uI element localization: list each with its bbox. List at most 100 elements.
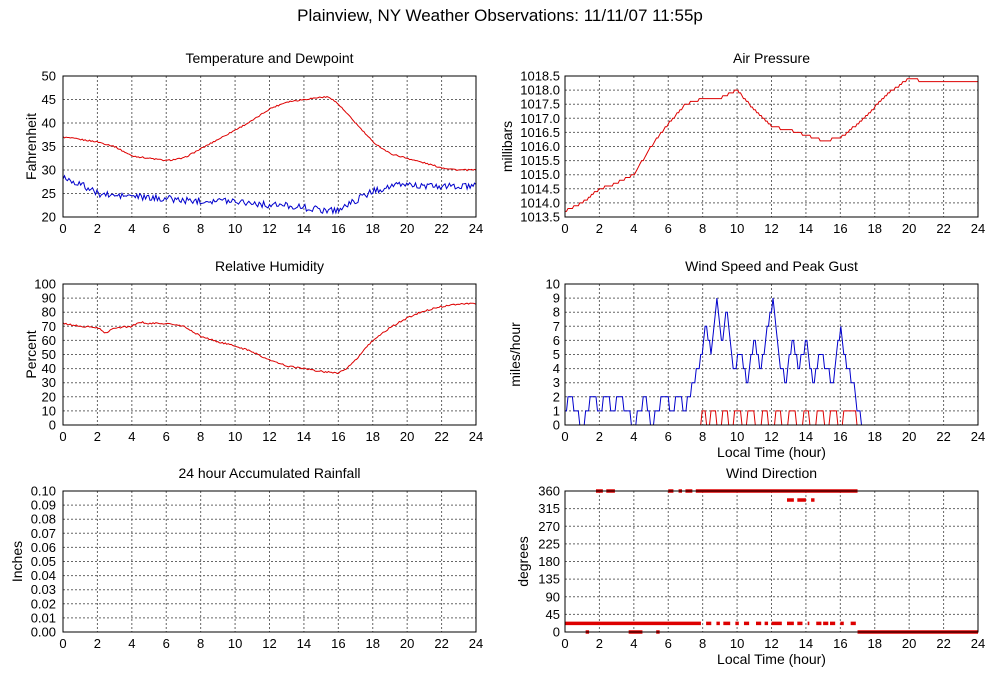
wind-direction-x-tick-label: 24 [971,636,985,651]
wind-speed-x-tick-label: 10 [730,429,744,444]
wind-direction-y-axis-label: degrees [515,536,531,587]
pressure-y-axis-label: millibars [499,121,515,172]
temp-y-tick-label: 20 [42,210,56,225]
wind-speed-x-tick-label: 0 [561,429,568,444]
rainfall-x-tick-label: 2 [94,636,101,651]
pressure-y-tick-label: 1017.5 [520,97,560,112]
humidity-x-tick-label: 4 [128,429,135,444]
pressure-y-tick-label: 1014.0 [520,195,560,210]
temp-x-tick-label: 18 [366,221,380,236]
wind-direction-x-tick-label: 10 [730,636,744,651]
humidity-x-tick-label: 12 [262,429,276,444]
rainfall-y-tick-label: 0.00 [31,625,56,640]
rainfall-x-tick-label: 4 [128,636,135,651]
humidity-y-tick-label: 20 [42,389,56,404]
temp-y-tick-label: 50 [42,69,56,84]
rainfall-y-tick-label: 0.10 [31,484,56,499]
rainfall-plot-frame [62,490,477,633]
pressure-y-tick-label: 1017.0 [520,111,560,126]
wind-direction-x-tick-label: 0 [561,636,568,651]
rainfall-title: 24 hour Accumulated Rainfall [178,465,360,481]
rainfall-y-tick-label: 0.03 [31,582,56,597]
pressure-x-tick-label: 6 [665,221,672,236]
wind-direction-y-tick-label: 180 [538,554,560,569]
humidity-y-tick-label: 100 [34,277,56,292]
humidity-x-tick-label: 14 [297,429,311,444]
temp-x-tick-label: 6 [163,221,170,236]
pressure-y-tick-label: 1013.5 [520,210,560,225]
wind-speed-y-tick-label: 6 [553,333,560,348]
wind-speed-y-tick-label: 3 [553,375,560,390]
pressure-y-tick-label: 1015.0 [520,167,560,182]
rainfall-x-tick-label: 16 [331,636,345,651]
wind-direction-x-tick-label: 14 [799,636,813,651]
temp-x-tick-label: 4 [128,221,135,236]
wind-direction-y-tick-label: 315 [538,501,560,516]
pressure-x-tick-label: 10 [730,221,744,236]
humidity-x-tick-label: 0 [59,429,66,444]
humidity-x-tick-label: 18 [366,429,380,444]
pressure-x-tick-label: 22 [936,221,950,236]
rainfall-x-tick-label: 8 [197,636,204,651]
rainfall-y-tick-label: 0.01 [31,610,56,625]
wind-speed-y-tick-label: 1 [553,403,560,418]
rainfall-x-tick-label: 14 [297,636,311,651]
wind-speed-y-tick-label: 10 [546,277,560,292]
wind-direction-x-tick-label: 2 [596,636,603,651]
wind-direction-y-tick-label: 45 [546,607,560,622]
rainfall-y-tick-label: 0.07 [31,526,56,541]
wind-direction-x-tick-label: 12 [764,636,778,651]
temp-y-tick-label: 45 [42,92,56,107]
temp-x-tick-label: 10 [228,221,242,236]
wind-speed-y-tick-label: 9 [553,291,560,306]
wind-direction-plot-frame [564,490,979,633]
rainfall-y-tick-label: 0.04 [31,568,56,583]
pressure-x-tick-label: 20 [902,221,916,236]
rainfall-x-tick-label: 10 [228,636,242,651]
rainfall-x-tick-label: 24 [469,636,483,651]
wind-direction-y-tick-label: 270 [538,519,560,534]
wind-speed-x-tick-label: 20 [902,429,916,444]
page-title: Plainview, NY Weather Observations: 11/1… [297,6,703,25]
wind-speed-y-tick-label: 5 [553,347,560,362]
rainfall-y-tick-label: 0.09 [31,498,56,513]
temp-plot-frame [62,75,477,218]
wind-direction-x-tick-label: 18 [868,636,882,651]
wind-speed-y-tick-label: 2 [553,389,560,404]
pressure-x-tick-label: 18 [868,221,882,236]
wind-direction-x-tick-label: 22 [936,636,950,651]
wind-direction-title: Wind Direction [726,465,817,481]
wind-direction-y-tick-label: 0 [553,625,560,640]
temp-x-tick-label: 8 [197,221,204,236]
humidity-y-axis-label: Percent [23,330,39,378]
wind-direction-y-tick-label: 135 [538,572,560,587]
wind-direction-x-tick-label: 20 [902,636,916,651]
wind-speed-x-tick-label: 4 [630,429,637,444]
temp-series-line [62,96,477,172]
wind-speed-y-axis-label: miles/hour [507,322,523,387]
wind-speed-x-tick-label: 18 [868,429,882,444]
wind-direction-x-tick-label: 16 [833,636,847,651]
humidity-y-tick-label: 80 [42,305,56,320]
pressure-x-tick-label: 8 [699,221,706,236]
humidity-x-tick-label: 24 [469,429,483,444]
temp-title: Temperature and Dewpoint [185,50,353,66]
temp-x-tick-label: 12 [262,221,276,236]
humidity-y-tick-label: 50 [42,347,56,362]
temp-y-tick-label: 35 [42,139,56,154]
temp-y-tick-label: 30 [42,163,56,178]
pressure-x-tick-label: 16 [833,221,847,236]
wind-direction-x-tick-label: 4 [630,636,637,651]
rainfall-x-tick-label: 12 [262,636,276,651]
humidity-x-tick-label: 10 [228,429,242,444]
humidity-y-tick-label: 10 [42,403,56,418]
wind-speed-x-tick-label: 24 [971,429,985,444]
temp-y-tick-label: 40 [42,116,56,131]
temp-x-tick-label: 24 [469,221,483,236]
pressure-y-tick-label: 1016.5 [520,125,560,140]
wind-speed-x-tick-label: 8 [699,429,706,444]
rainfall-y-axis-label: Inches [9,541,25,582]
pressure-x-tick-label: 14 [799,221,813,236]
